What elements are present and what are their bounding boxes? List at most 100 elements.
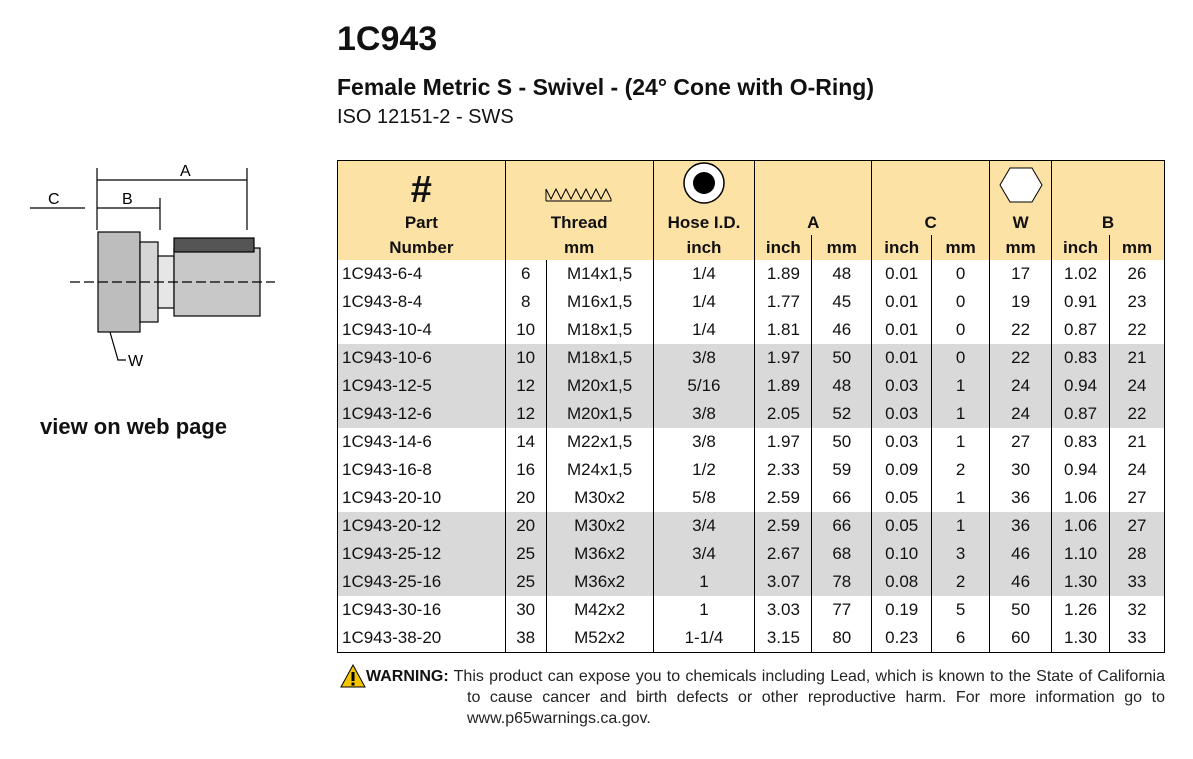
table-cell: 1.77 <box>754 288 812 316</box>
table-cell: 66 <box>811 484 872 512</box>
table-cell: M36x2 <box>545 540 654 568</box>
table-cell: 2 <box>931 568 990 596</box>
table-row: 1C943-38-20 38 M52x2 1-1/4 3.15 80 0.23 6 60 1.30… <box>337 624 1165 653</box>
table-cell: 1/2 <box>652 456 755 484</box>
part-number: 1C943-20-10 <box>337 484 506 512</box>
table-row: 1C943-20-12 20 M30x2 3/4 2.59 66 0.05 1 36 1.06 27 <box>337 512 1165 540</box>
table-cell: 1/4 <box>652 316 755 344</box>
table-cell: 25 <box>504 568 547 596</box>
table-cell: 16 <box>504 456 547 484</box>
table-cell: 1.06 <box>1051 512 1110 540</box>
table-cell: 22 <box>989 344 1052 372</box>
table-cell: 25 <box>504 540 547 568</box>
table-cell: 6 <box>931 624 990 653</box>
table-row: 1C943-10-4 10 M18x1,5 1/4 1.81 46 0.01 0 22 0.87 2… <box>337 316 1165 344</box>
warning: WARNING: This product can expose you to … <box>366 666 1165 729</box>
table-cell: 50 <box>811 344 872 372</box>
table-cell: 0 <box>931 260 990 288</box>
table-cell: 0.01 <box>871 260 932 288</box>
table-cell: 17 <box>989 260 1052 288</box>
table-cell: 5 <box>931 596 990 624</box>
header-cell: C <box>871 210 990 235</box>
web-link[interactable]: view on web page <box>40 414 228 439</box>
table-row: 1C943-20-10 20 M30x2 5/8 2.59 66 0.05 1 36 1.06 27 <box>337 484 1165 512</box>
header-cell: B <box>1051 210 1165 235</box>
table-cell: 5/8 <box>652 484 755 512</box>
table-cell: 0.05 <box>871 512 932 540</box>
header-unit: mm <box>811 235 872 260</box>
table-cell: M42x2 <box>545 596 654 624</box>
table-cell: 24 <box>1109 456 1165 484</box>
table-cell: 30 <box>504 596 547 624</box>
table-cell: 0.09 <box>871 456 932 484</box>
spec-table: # Part Thread Hose I.D. A C W B Number m… <box>337 160 1165 653</box>
table-cell: 46 <box>989 540 1052 568</box>
table-cell: M14x1,5 <box>545 260 654 288</box>
header-unit: inch <box>871 235 932 260</box>
table-cell: 1.10 <box>1051 540 1110 568</box>
table-cell: 2.67 <box>754 540 812 568</box>
part-number: 1C943-12-6 <box>337 400 506 428</box>
table-cell: 33 <box>1109 624 1165 653</box>
table-row: 1C943-25-12 25 M36x2 3/4 2.67 68 0.10 3 46 1.10 28 <box>337 540 1165 568</box>
table-cell: 1/4 <box>652 260 755 288</box>
table-cell: 48 <box>811 372 872 400</box>
table-cell: 50 <box>989 596 1052 624</box>
table-cell: 1.26 <box>1051 596 1110 624</box>
table-cell: 3/8 <box>652 400 755 428</box>
table-cell: 45 <box>811 288 872 316</box>
table-cell: 0.87 <box>1051 316 1110 344</box>
table-cell: 0.91 <box>1051 288 1110 316</box>
table-cell: 27 <box>989 428 1052 456</box>
table-cell: 1.30 <box>1051 624 1110 653</box>
table-cell: 0.03 <box>871 428 932 456</box>
table-cell: M18x1,5 <box>545 316 654 344</box>
table-cell: 0.19 <box>871 596 932 624</box>
table-cell: 1 <box>931 428 990 456</box>
table-cell: 0.08 <box>871 568 932 596</box>
table-cell: 0.94 <box>1051 456 1110 484</box>
table-cell: 48 <box>811 260 872 288</box>
table-cell: M24x1,5 <box>545 456 654 484</box>
dim-label: A <box>180 163 191 180</box>
table-cell: 10 <box>504 316 547 344</box>
part-number: 1C943-20-12 <box>337 512 506 540</box>
table-cell: 0.03 <box>871 372 932 400</box>
table-row: 1C943-10-6 10 M18x1,5 3/8 1.97 50 0.01 0 22 0.83 2… <box>337 344 1165 372</box>
table-cell: 1.97 <box>754 428 812 456</box>
part-number: 1C943-14-6 <box>337 428 506 456</box>
table-cell: 20 <box>504 512 547 540</box>
table-cell: 1/4 <box>652 288 755 316</box>
table-cell: 21 <box>1109 344 1165 372</box>
thread-icon <box>545 187 612 202</box>
table-cell: 0.10 <box>871 540 932 568</box>
table-cell: 1.81 <box>754 316 812 344</box>
header-unit: inch <box>1051 235 1110 260</box>
part-number: 1C943-25-12 <box>337 540 506 568</box>
table-cell: 1 <box>931 400 990 428</box>
table-cell: 27 <box>1109 512 1165 540</box>
table-cell: M22x1,5 <box>545 428 654 456</box>
table-cell: M20x1,5 <box>545 400 654 428</box>
table-cell: M52x2 <box>545 624 654 653</box>
table-cell: 80 <box>811 624 872 653</box>
table-row: 1C943-12-6 12 M20x1,5 3/8 2.05 52 0.03 1 24 0.87 2… <box>337 400 1165 428</box>
header-cell: Number <box>337 235 506 260</box>
header-symbol: # <box>337 160 506 210</box>
table-cell: 0 <box>931 288 990 316</box>
standard: ISO 12151-2 - SWS <box>337 106 514 128</box>
table-cell: M30x2 <box>545 512 654 540</box>
table-cell: M30x2 <box>545 484 654 512</box>
table-cell: 1 <box>931 512 990 540</box>
title: 1C943 <box>337 20 438 58</box>
warning-label: WARNING: <box>366 668 449 685</box>
hex-icon <box>998 167 1043 203</box>
header-cell: Hose I.D. <box>652 210 755 235</box>
header-unit: mm <box>931 235 990 260</box>
table-cell: M36x2 <box>545 568 654 596</box>
table-cell: 3/8 <box>652 344 755 372</box>
part-number: 1C943-6-4 <box>337 260 506 288</box>
hose-icon <box>683 162 725 204</box>
table-cell: 60 <box>989 624 1052 653</box>
